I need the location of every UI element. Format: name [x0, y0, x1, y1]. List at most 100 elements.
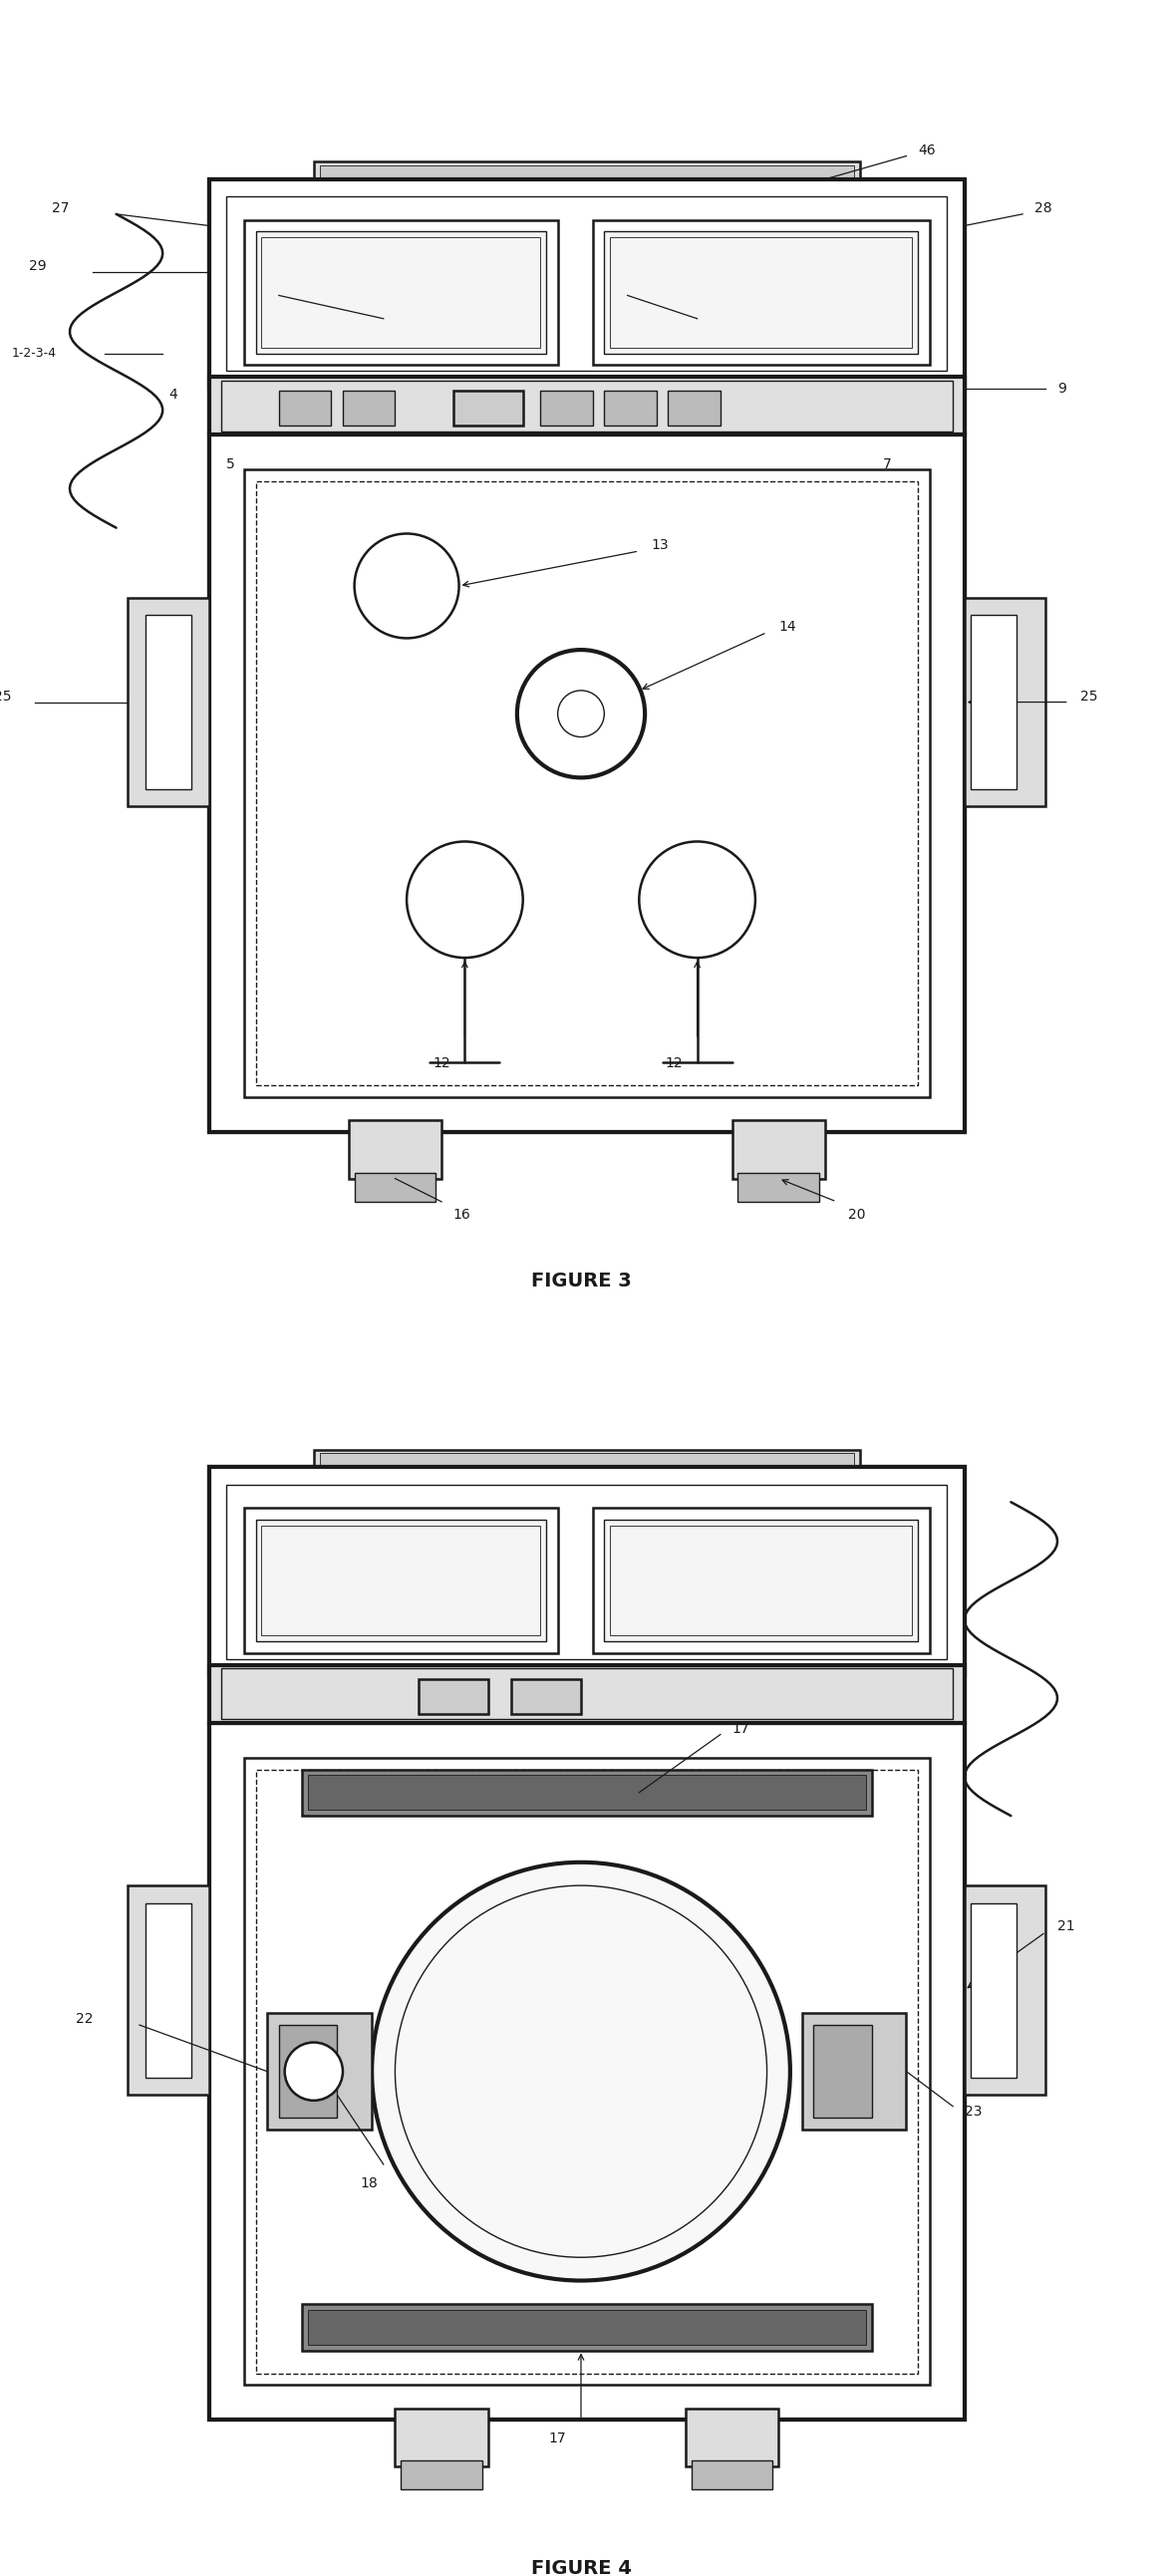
Bar	[145, 1904, 192, 2076]
Bar	[453, 392, 523, 425]
Bar	[302, 2303, 872, 2349]
Bar	[604, 232, 918, 353]
Bar	[610, 237, 912, 348]
Bar	[279, 392, 331, 425]
Bar	[261, 237, 540, 348]
Bar	[145, 616, 192, 788]
Text: 7: 7	[883, 456, 892, 471]
Text: 17: 17	[732, 1721, 749, 1736]
Text: 25: 25	[0, 690, 12, 703]
Text: 1-2-3-4: 1-2-3-4	[12, 348, 57, 361]
Bar	[964, 598, 1046, 806]
Bar	[209, 1468, 964, 2419]
Text: 29: 29	[29, 260, 46, 273]
Bar	[540, 392, 593, 425]
Text: 32: 32	[256, 278, 272, 291]
Text: 9: 9	[1057, 381, 1067, 394]
Bar	[604, 392, 657, 425]
Bar	[209, 435, 964, 1131]
Bar	[314, 162, 860, 204]
Circle shape	[639, 842, 755, 958]
Circle shape	[285, 2043, 343, 2099]
Bar	[227, 196, 947, 1115]
Bar	[738, 1172, 819, 1203]
Bar	[244, 469, 930, 1097]
Text: 17: 17	[548, 2432, 567, 2445]
Bar	[256, 1520, 546, 1641]
Bar	[128, 1886, 209, 2094]
Text: 16: 16	[453, 1208, 471, 1221]
Circle shape	[395, 1886, 767, 2257]
Bar	[267, 2014, 372, 2130]
Bar	[209, 180, 964, 389]
Bar	[395, 2409, 488, 2465]
Bar	[732, 1121, 825, 1177]
Text: 21: 21	[1057, 1919, 1075, 1932]
Text: 18: 18	[360, 2177, 378, 2190]
Bar	[610, 1525, 912, 1636]
Text: 4: 4	[168, 386, 178, 402]
Bar	[256, 482, 918, 1084]
Bar	[970, 616, 1017, 788]
Bar	[401, 2460, 482, 2491]
Bar	[320, 165, 854, 198]
Bar	[244, 1507, 558, 1654]
Circle shape	[372, 1862, 790, 2280]
Text: 25: 25	[1081, 690, 1098, 703]
Bar	[209, 1723, 964, 2419]
Circle shape	[407, 842, 523, 958]
Text: 6: 6	[279, 283, 288, 296]
Bar	[244, 1757, 930, 2385]
Bar	[604, 1520, 918, 1641]
Bar	[349, 1121, 442, 1177]
Bar	[593, 219, 930, 366]
Text: 28: 28	[1034, 201, 1052, 216]
Bar	[221, 381, 953, 430]
Bar	[314, 1450, 860, 1492]
Bar	[209, 180, 964, 1131]
Bar	[343, 392, 395, 425]
Bar	[691, 2460, 773, 2491]
Bar	[209, 376, 964, 435]
Bar	[354, 1172, 436, 1203]
Bar	[221, 1669, 953, 1718]
Bar	[227, 1484, 947, 1659]
Text: 8: 8	[616, 283, 625, 296]
Text: 22: 22	[76, 2012, 93, 2027]
Bar	[256, 232, 546, 353]
Bar	[128, 598, 209, 806]
Bar	[802, 2014, 906, 2130]
Bar	[964, 1886, 1046, 2094]
Text: 46: 46	[918, 144, 935, 157]
Bar	[970, 1904, 1017, 2076]
Bar	[209, 1468, 964, 1677]
Circle shape	[558, 690, 604, 737]
Bar	[209, 1664, 964, 1723]
Bar	[813, 2025, 872, 2117]
Text: 20: 20	[848, 1208, 866, 1221]
Circle shape	[517, 649, 645, 778]
Bar	[511, 1680, 581, 1713]
Text: 12: 12	[432, 1056, 451, 1072]
Bar	[593, 1507, 930, 1654]
Bar	[308, 2311, 866, 2344]
Bar	[227, 196, 947, 371]
Text: FIGURE 3: FIGURE 3	[531, 1273, 631, 1291]
Text: 27: 27	[52, 201, 70, 216]
Bar	[261, 1525, 540, 1636]
Text: 12: 12	[665, 1056, 683, 1072]
Text: 23: 23	[964, 2105, 982, 2120]
Bar	[308, 1775, 866, 1811]
Bar	[418, 1680, 488, 1713]
Bar	[244, 219, 558, 366]
Text: 5: 5	[227, 456, 236, 471]
Circle shape	[354, 533, 459, 639]
Bar	[279, 2025, 337, 2117]
Text: 14: 14	[779, 621, 796, 634]
Bar	[686, 2409, 779, 2465]
Bar	[302, 1770, 872, 1816]
Bar	[227, 1484, 947, 2403]
Text: FIGURE 4: FIGURE 4	[531, 2561, 631, 2576]
Bar	[256, 1770, 918, 2372]
Bar	[320, 1453, 854, 1486]
